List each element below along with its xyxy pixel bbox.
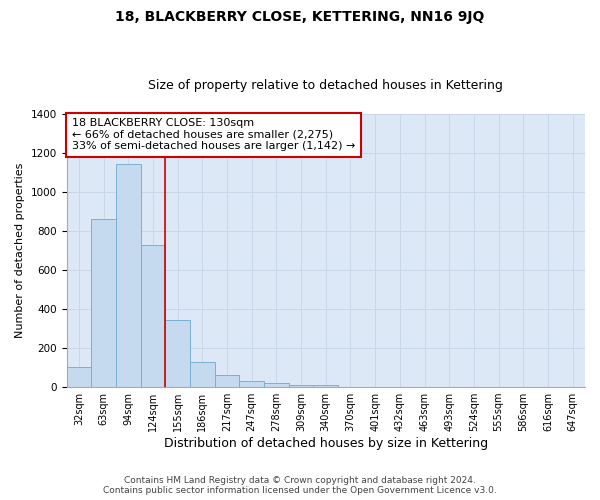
Y-axis label: Number of detached properties: Number of detached properties xyxy=(15,163,25,338)
Text: 18 BLACKBERRY CLOSE: 130sqm
← 66% of detached houses are smaller (2,275)
33% of : 18 BLACKBERRY CLOSE: 130sqm ← 66% of det… xyxy=(72,118,355,152)
Bar xyxy=(215,376,239,387)
Text: Contains HM Land Registry data © Crown copyright and database right 2024.
Contai: Contains HM Land Registry data © Crown c… xyxy=(103,476,497,495)
Bar xyxy=(165,320,190,387)
X-axis label: Distribution of detached houses by size in Kettering: Distribution of detached houses by size … xyxy=(164,437,488,450)
Bar xyxy=(67,366,91,387)
Bar xyxy=(190,362,215,387)
Bar xyxy=(239,381,264,387)
Bar xyxy=(289,385,313,387)
Bar xyxy=(116,164,140,387)
Bar xyxy=(313,385,338,387)
Bar xyxy=(140,244,165,387)
Title: Size of property relative to detached houses in Kettering: Size of property relative to detached ho… xyxy=(148,79,503,92)
Bar xyxy=(91,220,116,387)
Text: 18, BLACKBERRY CLOSE, KETTERING, NN16 9JQ: 18, BLACKBERRY CLOSE, KETTERING, NN16 9J… xyxy=(115,10,485,24)
Bar xyxy=(264,383,289,387)
